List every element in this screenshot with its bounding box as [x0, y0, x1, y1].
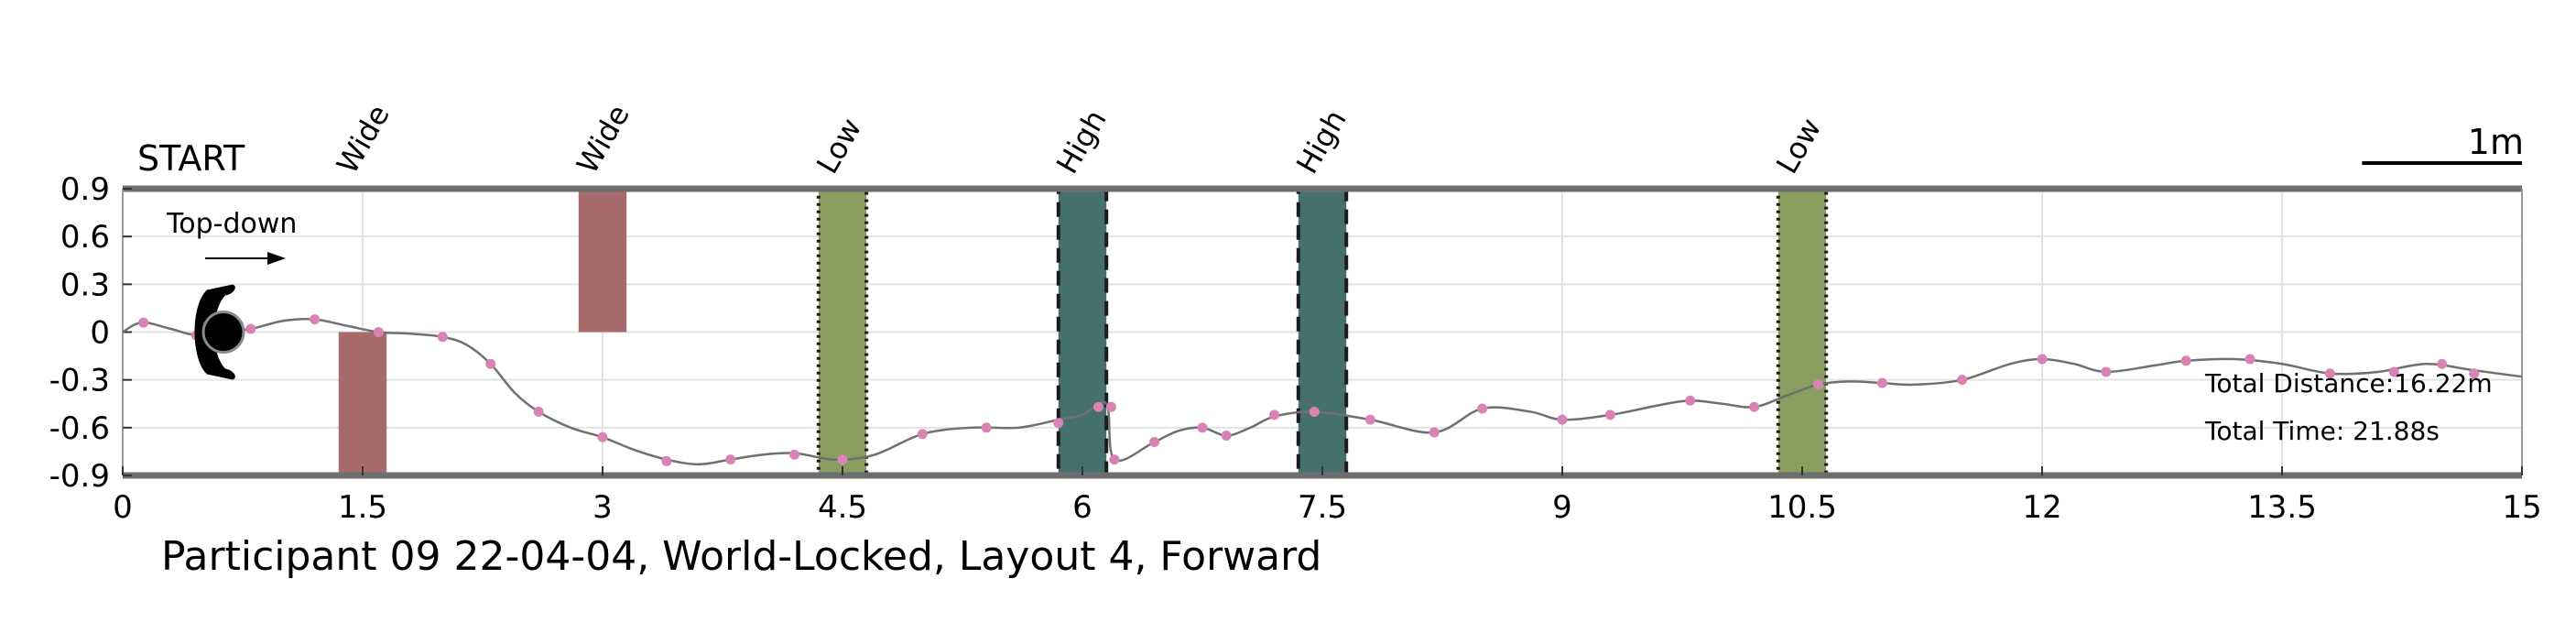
trajectory-point	[1477, 403, 1488, 414]
start-label: START	[137, 138, 245, 179]
obstacle-label: Low	[810, 112, 868, 180]
obstacle-label: Wide	[570, 99, 636, 180]
walker-shoulders	[194, 284, 235, 380]
x-tick-label: 6	[1072, 489, 1092, 526]
obstacle-3	[816, 187, 869, 477]
obstacle-6	[1776, 187, 1829, 477]
y-tick-label: 0.6	[60, 219, 110, 256]
trajectory-point	[373, 327, 384, 337]
view-label: Top-down	[166, 208, 297, 240]
total-time: Total Time: 21.88s	[2204, 416, 2440, 446]
trajectory-point	[1364, 414, 1375, 425]
trajectory-point	[2101, 366, 2112, 377]
trajectory-point	[1429, 427, 1440, 438]
trajectory-point	[2469, 368, 2480, 379]
trajectory-point	[1309, 406, 1320, 417]
scale-label: 1m	[2468, 122, 2524, 162]
trajectory-line	[122, 317, 2523, 466]
trajectory-point	[1197, 422, 1208, 433]
trajectory-point	[1105, 401, 1116, 412]
chart-title: Participant 09 22-04-04, World-Locked, L…	[161, 533, 1321, 580]
obstacle-label: Wide	[330, 99, 397, 180]
trajectory-point	[2244, 354, 2255, 365]
trajectory-point	[661, 455, 672, 466]
obstacles	[338, 187, 1829, 477]
y-tick-label: 0	[90, 315, 110, 352]
trajectory-point	[245, 323, 256, 334]
obstacle-4	[1056, 187, 1109, 477]
trajectory-point	[1557, 414, 1568, 425]
x-tick-label: 12	[2022, 489, 2061, 526]
trajectory-markers	[138, 314, 2480, 466]
trajectory-point	[1685, 395, 1696, 406]
trajectory-point	[725, 454, 736, 465]
obstacle-label: High	[1289, 104, 1353, 180]
trajectory-point	[2037, 354, 2048, 365]
trajectory-point	[1269, 409, 1280, 420]
x-tick-label: 1.5	[338, 489, 387, 526]
trajectory-point	[1092, 401, 1103, 412]
trajectory-point	[1221, 431, 1232, 442]
trajectory-point	[2324, 368, 2335, 379]
trajectory-point	[1876, 377, 1887, 388]
walker-head	[201, 311, 245, 354]
walker-icon	[194, 284, 245, 380]
x-tick-label: 0	[113, 489, 133, 526]
trajectory-point	[789, 449, 800, 460]
trajectory	[122, 317, 2523, 466]
obstacle-1	[338, 332, 387, 475]
trajectory-point	[1053, 418, 1064, 429]
x-tick-label: 9	[1552, 489, 1572, 526]
chart-labels: Wide Wide Low High High Low 0 1.5 3 4.5 6 7.5 9 10.5 1…	[49, 99, 2542, 526]
trajectory-point	[917, 429, 928, 440]
y-tick-label: -0.3	[49, 363, 110, 399]
trajectory-point	[485, 358, 496, 369]
obstacle-label: High	[1049, 104, 1114, 180]
trajectory-point	[1749, 401, 1760, 412]
trajectory-point	[1604, 409, 1615, 420]
trajectory-point	[597, 431, 608, 442]
trajectory-point	[1109, 454, 1120, 465]
x-tick-label: 4.5	[818, 489, 867, 526]
direction-arrow-icon	[267, 252, 286, 265]
trajectory-point	[2180, 355, 2191, 366]
trajectory-point	[1149, 436, 1160, 447]
trajectory-point	[837, 454, 848, 465]
y-tick-label: -0.6	[49, 410, 110, 447]
x-tick-label: 15	[2502, 489, 2541, 526]
y-tick-label: 0.9	[60, 171, 110, 208]
total-distance: Total Distance:16.22m	[2204, 368, 2493, 398]
trajectory-point	[310, 314, 321, 325]
obstacle-label: Low	[1769, 112, 1828, 180]
trajectory-point	[1957, 375, 1968, 386]
trajectory-point	[533, 406, 544, 417]
obstacle-2	[578, 189, 627, 333]
trajectory-point	[2437, 358, 2448, 369]
x-tick-label: 13.5	[2247, 489, 2317, 526]
x-tick-label: 3	[592, 489, 613, 526]
x-tick-label: 10.5	[1767, 489, 1837, 526]
x-tick-label: 7.5	[1298, 489, 1347, 526]
trajectory-point	[1812, 379, 1823, 390]
obstacle-5	[1296, 187, 1349, 477]
trajectory-point	[437, 332, 448, 343]
trajectory-point	[981, 422, 992, 433]
y-tick-label: -0.9	[49, 458, 110, 495]
trajectory-point	[138, 317, 149, 328]
trajectory-point	[2388, 366, 2399, 377]
y-tick-label: 0.3	[60, 267, 110, 303]
